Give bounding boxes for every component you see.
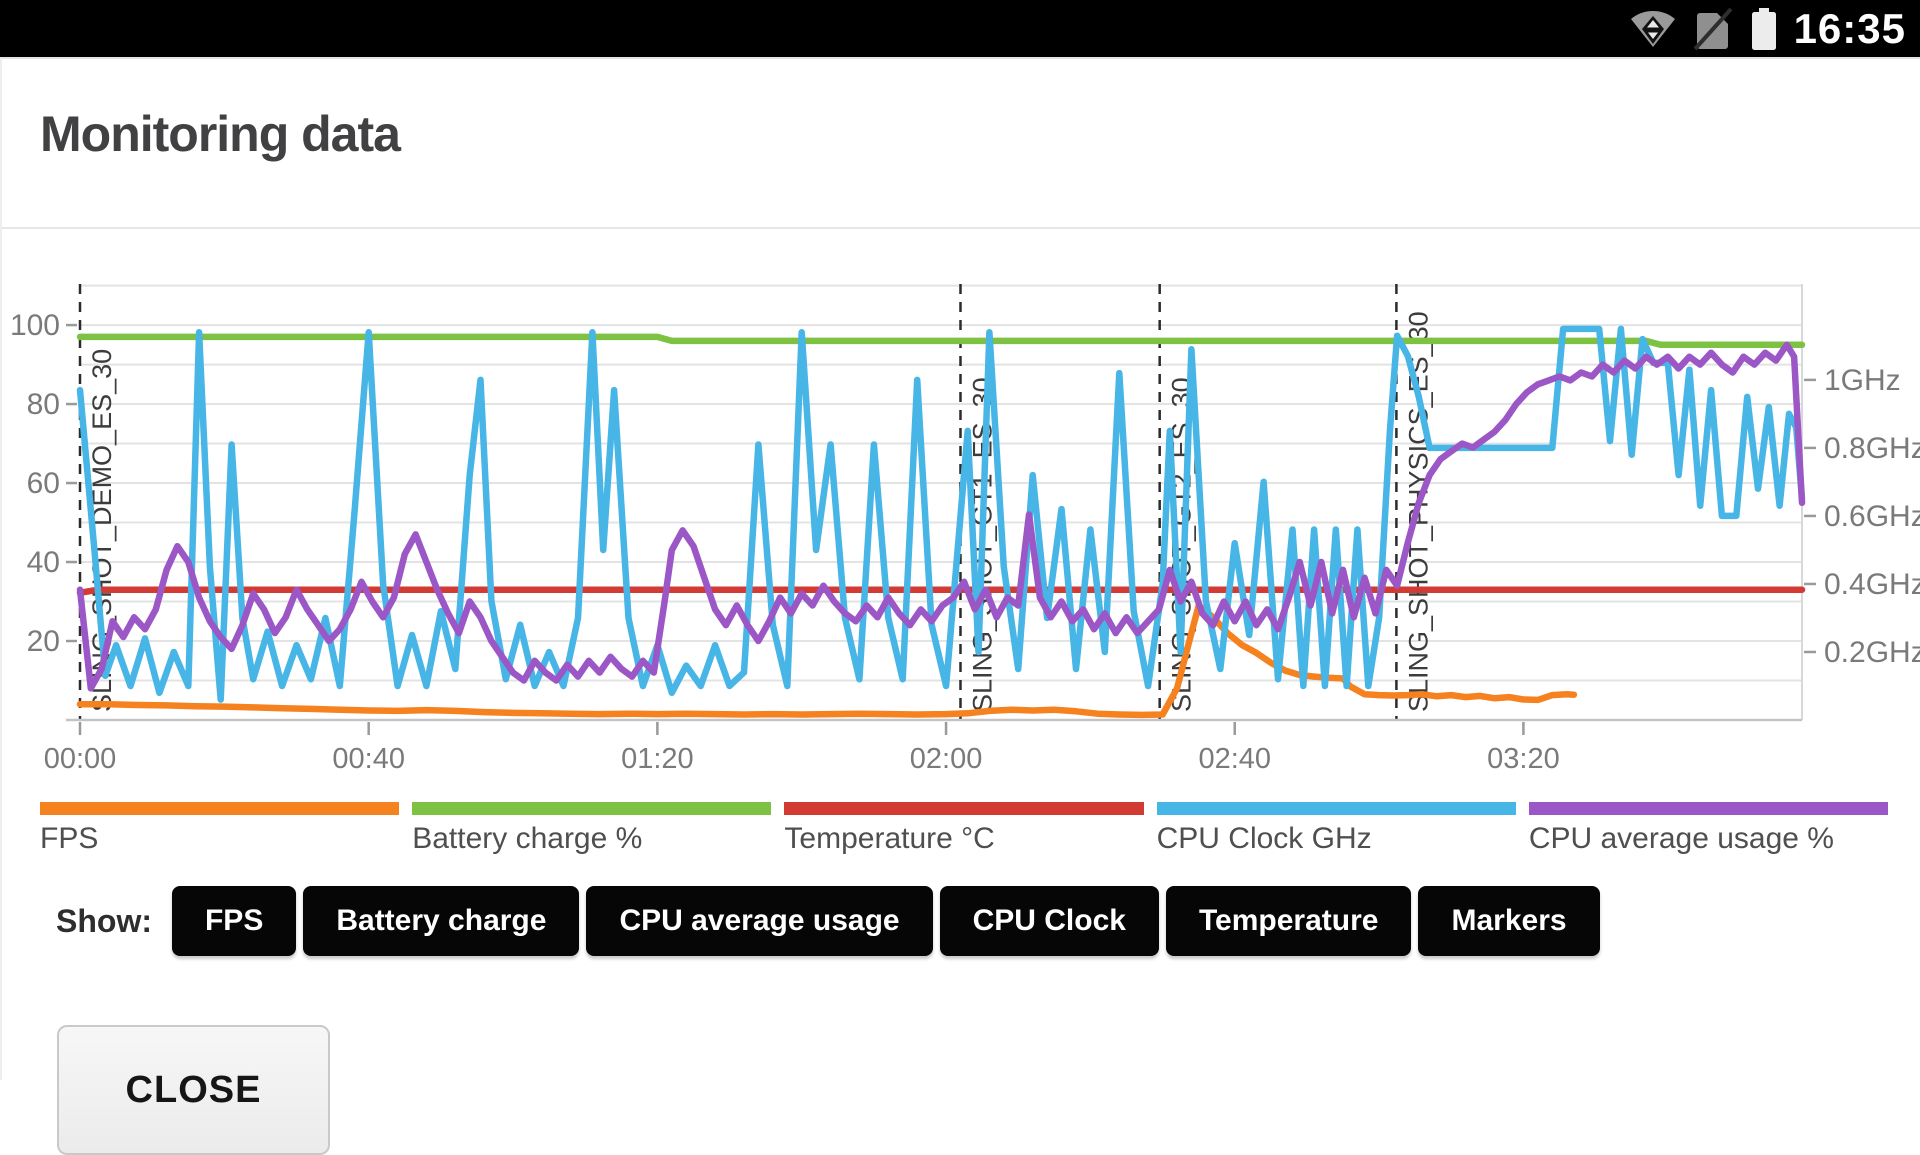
y-left-tick-label: 40: [27, 546, 60, 579]
page-title: Monitoring data: [40, 106, 401, 162]
toggle-battery-charge-button[interactable]: Battery charge: [303, 886, 580, 956]
no-sim-icon: [1693, 7, 1733, 50]
series-line-cpu-clock-ghz: [76, 325, 1806, 703]
chart-gridlines: [80, 284, 1803, 720]
toggle-fps-button[interactable]: FPS: [171, 886, 297, 956]
status-time: 16:35: [1793, 5, 1906, 52]
toggle-markers-button[interactable]: Markers: [1418, 886, 1600, 956]
monitoring-page: Monitoring data SLING_SHOT_DEMO_ES_30 SLI…: [0, 57, 1920, 1155]
legend-item-cpu-clock: CPU Clock GHz: [1156, 802, 1516, 856]
legend-label-temperature: Temperature °C: [784, 822, 995, 855]
y-right-tick-label: 0.6GHz: [1824, 500, 1920, 533]
section-marker-label: SLING_SHOT_PHYSICS_ES_30: [1403, 311, 1433, 712]
series-line-battery-charge-: [76, 333, 1806, 349]
section-marker-label: SLING_SHOT_GT2_ES_30: [1167, 377, 1197, 712]
legend-label-fps: FPS: [40, 822, 99, 855]
legend-item-battery-charge: Battery charge %: [412, 802, 772, 856]
chart-legend: FPS Battery charge % Temperature °C CPU …: [40, 802, 1889, 856]
chart-series: [76, 325, 1806, 719]
wifi-vpn-icon: [1630, 10, 1675, 47]
legend-swatch-cpu-average-usage: [1528, 802, 1889, 815]
x-tick-label: 00:40: [332, 743, 405, 775]
x-tick-label: 01:20: [621, 743, 694, 775]
legend-label-cpu-average-usage: CPU average usage %: [1528, 822, 1834, 855]
y-left-tick-label: 100: [10, 309, 60, 342]
legend-item-fps: FPS: [40, 802, 400, 856]
legend-swatch-cpu-clock: [1156, 802, 1516, 815]
y-right-tick-label: 0.8GHz: [1824, 432, 1920, 465]
toggle-temperature-button[interactable]: Temperature: [1165, 886, 1412, 956]
close-button[interactable]: CLOSE: [57, 1025, 330, 1155]
show-controls: Show: FPS Battery charge CPU average usa…: [56, 886, 1600, 956]
section-marker-label: SLING_SHOT_GT1_ES_30: [967, 377, 997, 712]
series-line-temperature-c: [76, 586, 1806, 597]
y-right-tick-label: 0.4GHz: [1824, 568, 1920, 601]
x-tick-label: 03:20: [1487, 743, 1560, 775]
legend-label-battery-charge: Battery charge %: [412, 822, 643, 855]
legend-item-temperature: Temperature °C: [784, 802, 1144, 856]
x-tick-label: 02:00: [910, 743, 983, 775]
legend-item-cpu-average-usage: CPU average usage %: [1528, 802, 1889, 856]
y-right-tick-label: 1GHz: [1824, 364, 1901, 397]
series-line-fps: [76, 602, 1578, 719]
y-left-tick-label: 60: [27, 467, 60, 500]
x-tick-label: 00:00: [44, 743, 117, 775]
y-left-tick-label: 80: [27, 388, 60, 421]
y-left-tick-label: 20: [27, 625, 60, 658]
status-bar: 16:35: [0, 0, 1920, 57]
x-tick-label: 02:40: [1198, 743, 1271, 775]
battery-icon: [1751, 7, 1776, 50]
title-divider: [2, 227, 1920, 229]
toggle-cpu-average-usage-button[interactable]: CPU average usage: [586, 886, 933, 956]
legend-swatch-fps: [40, 802, 400, 815]
legend-label-cpu-clock: CPU Clock GHz: [1156, 822, 1372, 855]
series-line-cpu-average-usage-: [76, 341, 1806, 692]
chart-axes: 20 40 60 80 100 0.2GHz 0.4GHz 0.6GHz 0.8GHz 1GHz 0…: [10, 309, 1920, 775]
section-marker-label: SLING_SHOT_DEMO_ES_30: [87, 349, 117, 712]
legend-swatch-battery-charge: [412, 802, 772, 815]
show-label: Show:: [56, 902, 152, 939]
toggle-cpu-clock-button[interactable]: CPU Clock: [939, 886, 1159, 956]
legend-swatch-temperature: [784, 802, 1144, 815]
chart-section-markers: SLING_SHOT_DEMO_ES_30 SLING_SHOT_GT1_ES_3…: [78, 284, 1433, 720]
y-right-tick-label: 0.2GHz: [1824, 636, 1920, 669]
